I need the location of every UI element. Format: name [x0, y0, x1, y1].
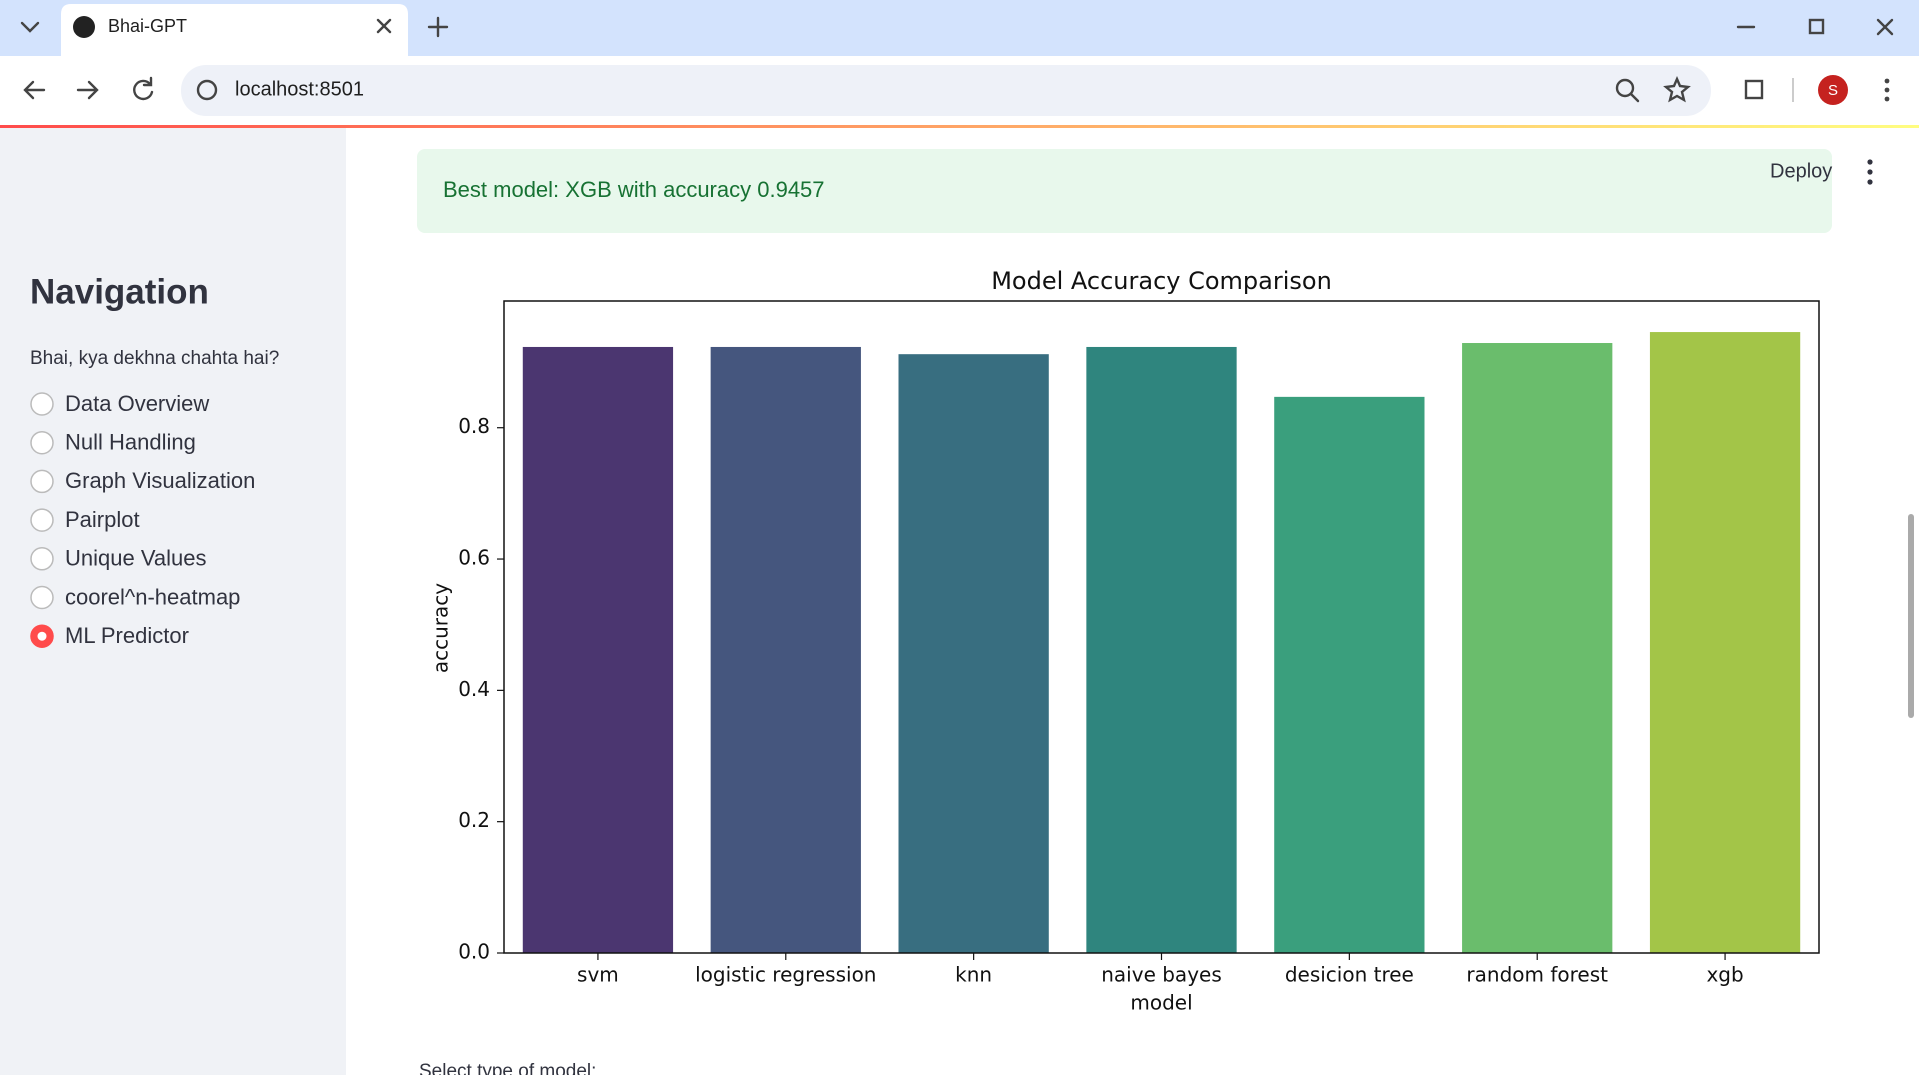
y-tick-label: 0.0	[458, 940, 490, 964]
x-axis-label: model	[1130, 991, 1192, 1015]
restore[interactable]	[1808, 18, 1825, 35]
radio-label[interactable]: Graph Visualization	[65, 468, 255, 493]
radio-button[interactable]	[30, 430, 54, 455]
decoration	[0, 125, 1919, 128]
forward[interactable]	[76, 80, 99, 100]
tab-menu[interactable]	[20, 21, 40, 33]
bar	[1086, 346, 1237, 953]
tab-close[interactable]	[376, 18, 392, 34]
y-tick-label: 0.6	[458, 546, 490, 570]
bar	[898, 354, 1049, 953]
radio-button[interactable]	[30, 547, 54, 571]
deploy-button[interactable]: Deploy	[1770, 160, 1832, 182]
radio-dot	[37, 631, 47, 641]
bookmark[interactable]	[1663, 75, 1691, 103]
bar	[1649, 332, 1801, 953]
profile-initial: S	[1828, 82, 1838, 99]
radio-label[interactable]: ML Predictor	[65, 623, 189, 648]
x-tick-label: logistic regression	[695, 963, 876, 987]
x-tick-label: naive bayes	[1101, 963, 1222, 987]
profile[interactable]	[1818, 75, 1848, 105]
x-tick-label: xgb	[1706, 963, 1743, 987]
radio-button[interactable]	[30, 508, 54, 532]
radio-label[interactable]: coorel^n-heatmap	[65, 584, 240, 609]
active-tab[interactable]	[61, 4, 408, 56]
radio-question: Bhai, kya dekhna chahta hai?	[30, 348, 279, 369]
y-tick-label: 0.2	[458, 808, 490, 832]
x-tick-label: knn	[955, 963, 992, 987]
browser-menu[interactable]	[1884, 78, 1890, 102]
back[interactable]	[23, 80, 46, 100]
chart-title: Model Accuracy Comparison	[991, 267, 1332, 295]
radio-button[interactable]	[30, 585, 54, 610]
x-tick-label: desicion tree	[1285, 963, 1414, 987]
reload[interactable]	[133, 76, 154, 101]
sidebar-title: Navigation	[30, 272, 209, 311]
x-tick-label: random forest	[1466, 963, 1608, 987]
sidebar	[0, 128, 346, 1075]
alert-text: Best model: XGB with accuracy 0.9457	[443, 177, 825, 202]
radio-label[interactable]: Data Overview	[65, 391, 209, 416]
new-tab[interactable]	[427, 16, 449, 38]
scrollbar[interactable]	[1908, 514, 1914, 718]
url[interactable]: localhost:8501	[235, 78, 364, 100]
close-window[interactable]	[1876, 18, 1894, 36]
tab-title: Bhai-GPT	[108, 16, 187, 36]
select-label: Select type of model:	[419, 1061, 596, 1075]
y-tick-label: 0.8	[458, 414, 490, 438]
radio-button[interactable]	[30, 469, 54, 494]
bar	[1462, 343, 1613, 953]
extensions[interactable]	[1744, 79, 1764, 100]
radio-label[interactable]: Null Handling	[65, 430, 196, 455]
bar	[522, 346, 674, 953]
radio-label[interactable]: Pairplot	[65, 507, 140, 532]
main-menu[interactable]	[1867, 159, 1873, 185]
bar	[1274, 396, 1425, 953]
radio-button[interactable]	[30, 392, 54, 416]
radio-label[interactable]: Unique Values	[65, 546, 206, 571]
zoom-handle	[1629, 92, 1640, 103]
plot-frame	[503, 300, 1820, 954]
zoom[interactable]	[1615, 78, 1635, 98]
y-tick-label: 0.4	[458, 677, 490, 701]
address-bar[interactable]	[181, 65, 1711, 116]
y-axis-label: accuracy	[429, 583, 453, 673]
bar	[710, 346, 861, 953]
favicon	[73, 16, 95, 38]
site-info[interactable]	[196, 79, 218, 101]
success-alert	[417, 149, 1832, 233]
x-tick-label: svm	[577, 963, 619, 987]
